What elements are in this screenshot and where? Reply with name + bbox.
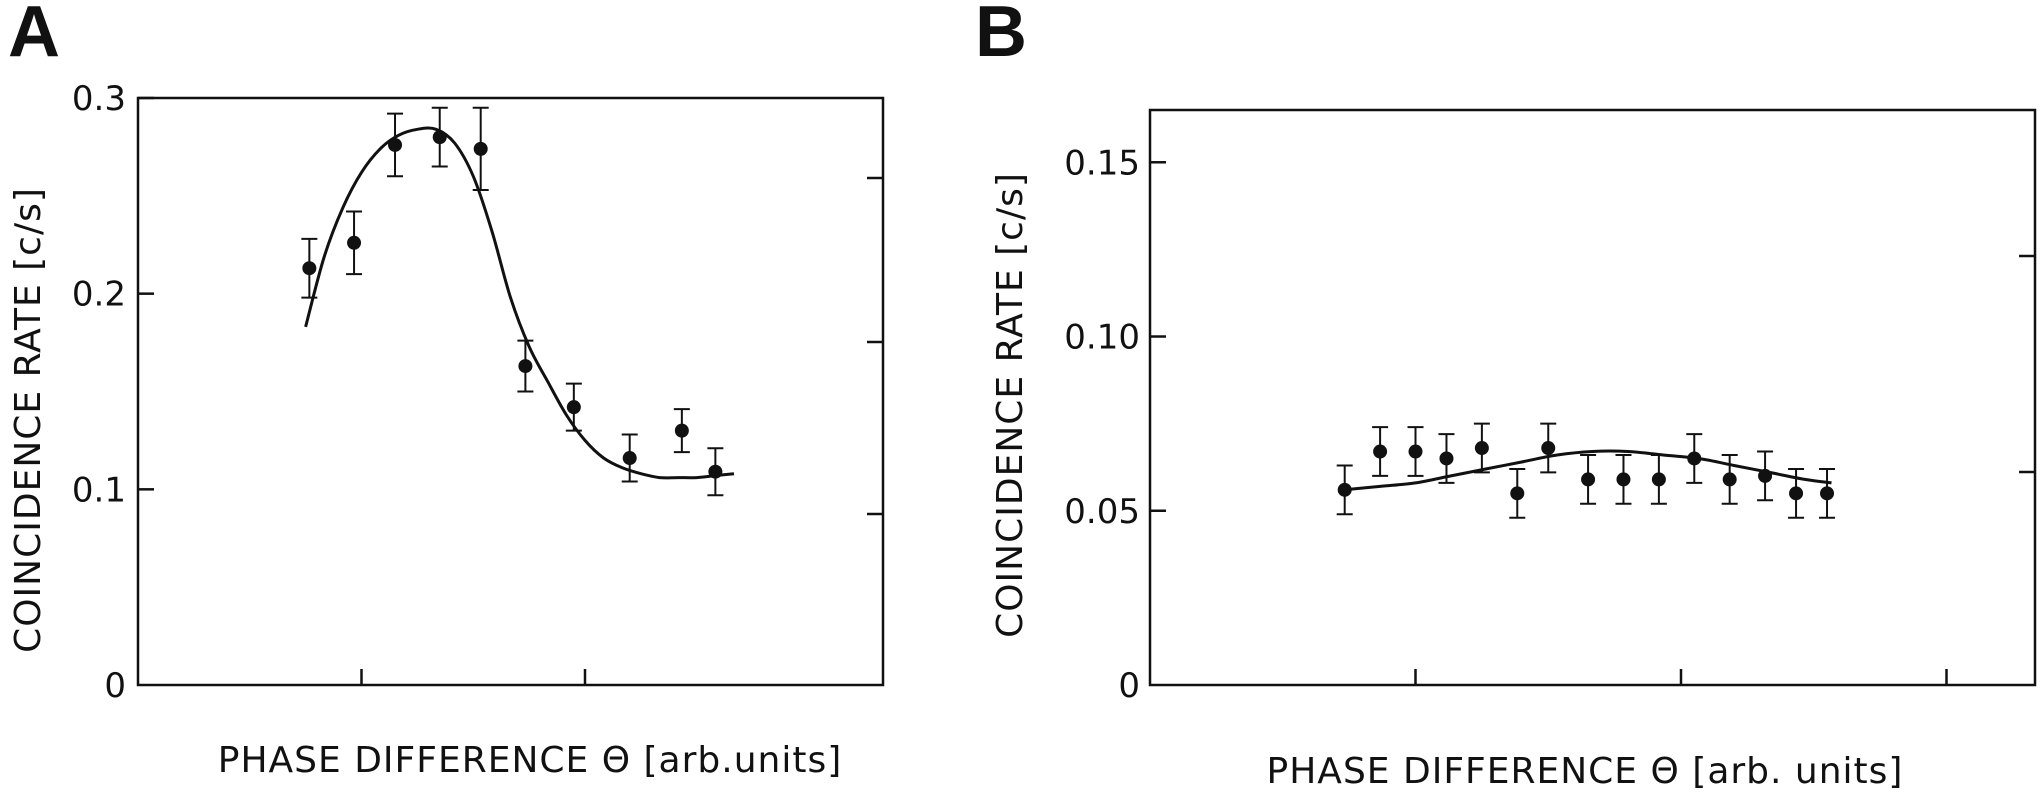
data-marker <box>1687 451 1702 466</box>
data-marker <box>1439 451 1454 466</box>
data-marker <box>674 423 689 438</box>
data-marker <box>708 464 723 479</box>
data-marker <box>388 137 403 152</box>
y-tick-label: 0.2 <box>72 275 126 315</box>
data-marker <box>1510 486 1525 501</box>
data-marker <box>1474 441 1489 456</box>
panel-b-x-ticks <box>1414 669 1948 685</box>
data-marker <box>432 130 447 145</box>
data-point <box>1473 422 1490 474</box>
y-tick-label: 0.10 <box>1064 318 1140 358</box>
panel-b-y-axis-label: COINCIDENCE RATE [c/s] <box>990 172 1031 638</box>
panel-b-data-points <box>1336 422 1836 519</box>
data-point <box>1407 426 1424 477</box>
data-marker <box>1541 441 1556 456</box>
data-point <box>1721 454 1738 505</box>
y-tick-label: 0.3 <box>72 79 126 119</box>
data-marker <box>566 400 581 415</box>
data-point <box>1438 433 1455 484</box>
data-marker <box>1820 486 1835 501</box>
data-marker <box>347 235 362 250</box>
y-tick-label: 0 <box>1118 666 1140 706</box>
data-marker <box>1758 468 1773 483</box>
data-point <box>1686 433 1703 484</box>
data-marker <box>473 141 488 156</box>
data-point <box>1509 467 1526 519</box>
data-point <box>565 382 582 432</box>
data-point <box>301 237 318 299</box>
data-point <box>346 210 363 276</box>
data-point <box>1650 454 1667 505</box>
data-point <box>621 433 638 483</box>
data-marker <box>1722 472 1737 487</box>
panel-b: B 0 0.05 0.10 0.15 COINCIDENCE RATE [c/s] P… <box>975 0 2037 792</box>
panel-a-x-axis-label: PHASE DIFFERENCE Θ [arb.units] <box>218 740 843 781</box>
data-marker <box>622 451 637 466</box>
panel-a-x-ticks <box>360 669 587 685</box>
panel-a-plot-frame <box>136 96 885 687</box>
panel-b-right-ticks <box>2019 254 2035 474</box>
data-point <box>472 106 489 191</box>
panel-a-y-ticks: 0 0.1 0.2 0.3 <box>72 79 154 706</box>
data-marker <box>1616 472 1631 487</box>
y-tick-label: 0.1 <box>72 470 126 510</box>
data-marker <box>1789 486 1804 501</box>
panel-b-letter: B <box>975 0 1027 72</box>
data-marker <box>1651 472 1666 487</box>
data-marker <box>1373 444 1388 459</box>
data-point <box>1336 464 1353 516</box>
panel-a-fit-curve <box>304 126 735 480</box>
data-marker <box>302 261 317 276</box>
data-point <box>707 447 724 497</box>
panel-a: A 0 0.1 0.2 0.3 COINCIDENCE RATE [c/s] PHAS… <box>8 0 885 781</box>
data-point <box>673 408 690 454</box>
panel-a-letter: A <box>8 0 60 72</box>
panel-a-right-ticks <box>867 176 883 516</box>
panel-b-plot-frame <box>1148 108 2037 687</box>
panel-b-fit-curve <box>1344 449 1832 492</box>
data-marker <box>1581 472 1596 487</box>
y-tick-label: 0 <box>104 666 126 706</box>
data-marker <box>1337 482 1352 497</box>
data-marker <box>1408 444 1423 459</box>
data-point <box>387 112 404 178</box>
data-point <box>1372 426 1389 477</box>
data-point <box>1819 467 1836 519</box>
data-point <box>431 106 448 168</box>
panel-b-y-ticks: 0 0.05 0.10 0.15 <box>1064 143 1166 706</box>
panel-a-y-axis-label: COINCIDENCE RATE [c/s] <box>8 187 49 653</box>
data-marker <box>518 359 533 374</box>
y-tick-label: 0.15 <box>1064 143 1140 183</box>
data-point <box>1615 454 1632 505</box>
data-point <box>1540 422 1557 474</box>
panel-b-x-axis-label: PHASE DIFFERENCE Θ [arb. units] <box>1267 751 1904 792</box>
data-point <box>1788 467 1805 519</box>
data-point <box>1580 454 1597 505</box>
data-point <box>1757 450 1774 502</box>
y-tick-label: 0.05 <box>1064 492 1140 532</box>
panel-a-data-points <box>301 106 724 497</box>
data-point <box>517 339 534 393</box>
